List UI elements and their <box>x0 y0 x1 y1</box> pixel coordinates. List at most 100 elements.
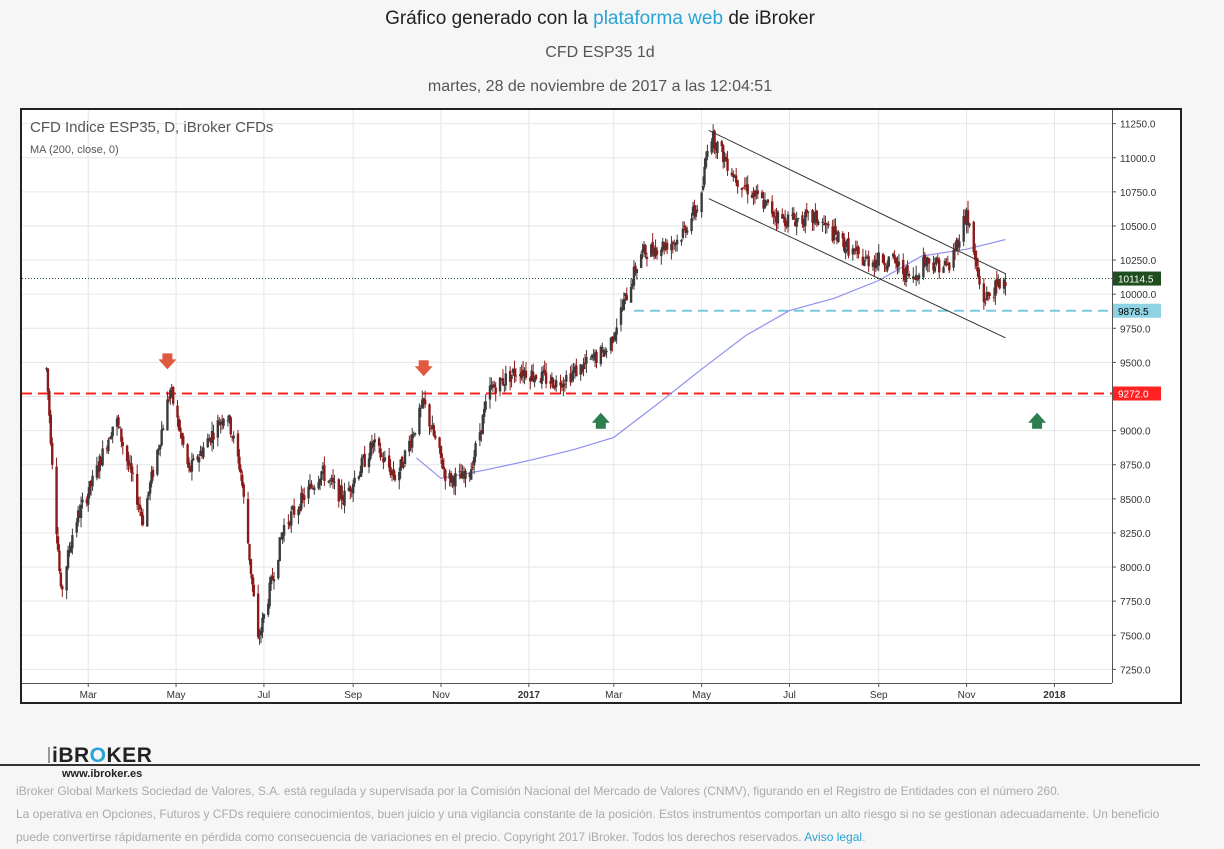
candle-body <box>644 245 647 255</box>
candle-body <box>770 201 774 214</box>
candle-body <box>411 434 414 448</box>
candle-body <box>451 476 454 481</box>
candle-body <box>720 141 723 147</box>
candle-body <box>216 420 220 438</box>
candle-body <box>673 243 676 245</box>
candle-body <box>902 260 905 274</box>
title-text: Gráfico generado con la <box>385 8 594 29</box>
price-label: 10114.5 <box>1118 275 1154 286</box>
candle-body <box>634 265 637 274</box>
candle-body <box>220 421 224 424</box>
candle-body <box>926 257 929 264</box>
candle-body <box>913 277 916 279</box>
candle-body <box>732 174 735 177</box>
candle-body <box>946 263 950 266</box>
candle-body <box>696 209 699 211</box>
candle-body <box>642 244 646 251</box>
candle-body <box>282 525 286 536</box>
candle-body <box>897 261 901 266</box>
candle-body <box>307 486 310 499</box>
candle-body <box>533 377 536 383</box>
candle-body <box>694 209 698 217</box>
y-axis: 11250.0 11000.0 10750.0 10500.0 10250.0 10000… <box>1112 110 1180 702</box>
y-tick-label: 8250.0 <box>1120 529 1151 540</box>
candle-body <box>927 258 931 264</box>
candle-body <box>763 199 767 208</box>
candle-body <box>246 498 250 544</box>
candle-body <box>665 242 669 250</box>
candle-body <box>766 199 770 203</box>
trend-lines <box>708 130 1006 339</box>
candle-body <box>943 260 947 266</box>
candle-body <box>629 286 633 303</box>
candle-body <box>392 469 395 476</box>
candle-body <box>159 445 162 450</box>
candle-body <box>65 566 68 591</box>
candle-body <box>965 210 968 226</box>
platform-link[interactable]: plataforma web <box>593 8 724 29</box>
candle-body <box>783 217 787 227</box>
candle-body <box>602 349 605 357</box>
candle-body <box>491 386 495 388</box>
candle-body <box>686 230 689 233</box>
candle-body <box>752 192 755 197</box>
x-tick-label: 2018 <box>1043 690 1066 701</box>
candle-body <box>877 252 880 266</box>
candle-body <box>832 226 836 241</box>
candle-body <box>861 256 865 266</box>
candle-body <box>130 463 133 473</box>
candle-body <box>290 511 293 526</box>
legal-notice-link[interactable]: Aviso legal <box>804 830 863 844</box>
arrow-down-icon <box>158 353 177 370</box>
y-tick-label: 10250.0 <box>1120 256 1157 267</box>
arrows <box>158 353 1047 429</box>
channel-trend-line <box>708 198 1006 339</box>
candle-body <box>549 381 552 384</box>
candle-body <box>281 532 284 540</box>
candle-body <box>553 386 556 389</box>
candle-body <box>91 475 94 487</box>
candle-body <box>439 445 443 458</box>
candle-body <box>49 414 52 444</box>
candle-body <box>111 426 114 437</box>
candle-body <box>867 256 870 267</box>
y-tick-label: 9000.0 <box>1120 427 1151 438</box>
price-label-box <box>1113 303 1161 318</box>
candle-body <box>222 419 225 426</box>
candle-body <box>762 200 765 209</box>
candle-body <box>922 257 925 278</box>
candle-body <box>660 249 663 257</box>
candle-body <box>804 211 807 226</box>
chart-container[interactable]: 11250.0 11000.0 10750.0 10500.0 10250.0 10000… <box>20 108 1182 780</box>
y-tick-label: 8000.0 <box>1120 563 1151 574</box>
candle-body <box>353 477 356 484</box>
candle-body <box>530 370 533 381</box>
candle-body <box>382 457 385 463</box>
candle-body <box>544 372 548 384</box>
price-chart[interactable]: 11250.0 11000.0 10750.0 10500.0 10250.0 10000… <box>22 110 1180 702</box>
candle-body <box>490 384 493 388</box>
candle-body <box>323 465 326 481</box>
candle-body <box>118 426 122 428</box>
x-tick-label: Sep <box>344 690 362 701</box>
candle-body <box>681 228 685 238</box>
candle-body <box>510 374 513 380</box>
candle-body <box>791 214 794 216</box>
candle-body <box>337 479 340 502</box>
candle-body <box>575 365 578 377</box>
candle-body <box>775 216 778 223</box>
candle-body <box>444 469 447 481</box>
candle-body <box>984 302 987 304</box>
candle-body <box>127 460 130 466</box>
candle-body <box>412 435 415 437</box>
candle-body <box>619 307 623 325</box>
candle-body <box>387 455 391 468</box>
candle-body <box>706 150 709 157</box>
candle-body <box>189 466 192 472</box>
candle-body <box>853 250 856 252</box>
candle-body <box>498 377 502 392</box>
candle-body <box>333 481 336 483</box>
candle-body <box>887 256 891 267</box>
candle-body <box>402 466 405 468</box>
candle-body <box>379 448 382 458</box>
